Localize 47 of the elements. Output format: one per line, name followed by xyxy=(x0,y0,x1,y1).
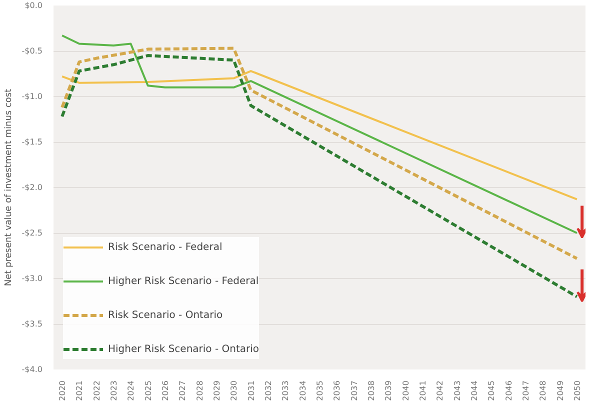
x-tick-label: 2021 xyxy=(75,380,84,401)
legend-label: Higher Risk Scenario - Federal xyxy=(108,276,259,286)
x-tick-label: 2047 xyxy=(521,380,530,401)
x-tick-label: 2033 xyxy=(281,380,290,401)
y-tick-label: -$4.0 xyxy=(22,365,43,374)
y-tick-label: -$1.0 xyxy=(22,92,43,101)
x-tick-label: 2045 xyxy=(487,380,496,401)
y-tick-label: -$3.0 xyxy=(22,274,43,283)
x-tick-label: 2023 xyxy=(110,380,119,401)
x-tick-label: 2024 xyxy=(126,380,136,401)
x-tick-label: 2048 xyxy=(538,380,548,401)
y-axis-title: Net present value of investment minus cost xyxy=(4,88,14,286)
x-tick-label: 2026 xyxy=(161,380,170,401)
legend-label: Risk Scenario - Ontario xyxy=(108,310,223,320)
x-tick-label: 2020 xyxy=(58,380,68,401)
legend-label: Risk Scenario - Federal xyxy=(108,242,222,252)
line-series xyxy=(60,46,578,260)
x-tick-label: 2046 xyxy=(504,380,514,401)
y-tick-label: -$0.5 xyxy=(22,46,43,56)
x-tick-label: 2049 xyxy=(556,380,565,401)
x-tick-label: 2031 xyxy=(246,380,256,401)
x-tick-label: 2050 xyxy=(572,380,582,401)
y-tick-label: -$2.5 xyxy=(22,228,43,238)
x-tick-label: 2025 xyxy=(144,380,153,401)
x-tick-label: 2039 xyxy=(384,380,394,401)
line-series xyxy=(61,70,578,200)
y-tick-label: -$2.0 xyxy=(22,183,43,192)
x-tick-label: 2043 xyxy=(452,380,462,401)
x-tick-label: 2041 xyxy=(418,380,428,401)
x-tick-label: 2034 xyxy=(298,380,308,401)
x-tick-label: 2028 xyxy=(195,380,204,401)
y-tick-label: $0.0 xyxy=(24,1,42,10)
legend-label: Higher Risk Scenario - Ontario xyxy=(108,344,260,354)
x-tick-label: 2022 xyxy=(92,380,102,401)
y-tick-label: -$1.5 xyxy=(22,138,43,146)
x-tick-label: 2032 xyxy=(264,380,274,401)
x-tick-label: 2042 xyxy=(436,380,445,401)
x-tick-label: 2029 xyxy=(212,380,222,401)
x-tick-label: 2037 xyxy=(350,380,359,401)
x-tick-label: 2035 xyxy=(316,380,324,401)
y-tick-label: -$3.5 xyxy=(22,320,43,328)
x-tick-label: 2036 xyxy=(332,380,342,401)
x-tick-label: 2027 xyxy=(178,380,188,401)
x-tick-label: 2040 xyxy=(401,380,410,401)
x-tick-label: 2030 xyxy=(230,380,239,401)
x-tick-label: 2038 xyxy=(366,380,376,401)
x-tick-label: 2044 xyxy=(470,380,479,401)
